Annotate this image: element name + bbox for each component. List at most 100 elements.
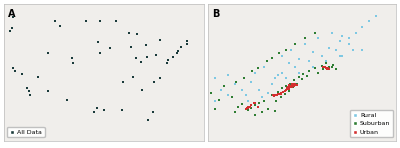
Point — [265, 108, 272, 110]
Point — [225, 94, 231, 96]
Point — [218, 88, 225, 91]
Point — [256, 102, 262, 104]
Point — [276, 93, 282, 95]
Point — [359, 49, 366, 51]
Point — [44, 90, 51, 92]
Point — [336, 54, 343, 57]
Point — [291, 85, 298, 87]
Point — [325, 67, 331, 70]
Point — [128, 46, 134, 48]
Point — [150, 111, 156, 113]
Point — [279, 71, 285, 74]
Point — [312, 67, 319, 69]
Point — [265, 92, 272, 94]
Text: B: B — [212, 9, 219, 18]
Point — [174, 50, 181, 52]
Point — [261, 66, 268, 68]
Point — [279, 87, 285, 90]
Point — [10, 16, 16, 18]
Point — [320, 66, 327, 69]
Point — [287, 83, 293, 85]
Point — [96, 20, 103, 22]
Point — [126, 32, 133, 34]
Point — [57, 25, 63, 28]
Point — [294, 83, 300, 85]
Legend: All Data: All Data — [7, 127, 44, 137]
Point — [346, 37, 352, 40]
Point — [306, 60, 312, 62]
Point — [274, 94, 280, 96]
Point — [153, 54, 159, 56]
Point — [269, 57, 276, 59]
Point — [27, 94, 34, 96]
Point — [324, 67, 330, 70]
Point — [132, 57, 139, 59]
Point — [310, 66, 316, 68]
Point — [120, 81, 126, 84]
Point — [271, 95, 277, 97]
Point — [258, 111, 265, 113]
Point — [233, 80, 240, 83]
Point — [328, 66, 335, 68]
Point — [290, 85, 296, 88]
Point — [229, 96, 235, 99]
Point — [359, 26, 366, 28]
Legend: Rural, Suburban, Urban: Rural, Suburban, Urban — [350, 110, 393, 137]
Point — [269, 83, 276, 85]
Point — [332, 68, 339, 70]
Point — [326, 68, 332, 70]
Point — [212, 108, 218, 110]
Point — [323, 67, 329, 69]
Point — [101, 109, 108, 111]
Point — [352, 32, 359, 34]
Point — [296, 71, 302, 74]
Point — [310, 51, 316, 53]
Point — [283, 85, 289, 87]
Point — [291, 84, 297, 86]
Point — [232, 111, 238, 113]
Point — [245, 109, 252, 111]
Point — [242, 108, 249, 110]
Point — [306, 70, 312, 73]
Point — [18, 73, 25, 75]
Point — [283, 49, 289, 51]
Point — [312, 32, 319, 34]
Point — [254, 67, 261, 69]
Point — [283, 87, 290, 89]
Point — [261, 100, 268, 102]
Point — [232, 83, 238, 85]
Point — [70, 62, 76, 64]
Point — [275, 91, 281, 93]
Point — [285, 84, 292, 86]
Point — [319, 65, 325, 67]
Point — [315, 37, 321, 40]
Point — [134, 33, 140, 36]
Point — [244, 107, 250, 110]
Point — [320, 68, 327, 70]
Point — [285, 90, 292, 92]
Point — [249, 70, 256, 73]
Point — [256, 88, 262, 91]
Point — [221, 85, 227, 87]
Point — [248, 107, 254, 109]
Point — [272, 110, 278, 112]
Point — [292, 83, 298, 86]
Point — [165, 59, 171, 62]
Point — [275, 93, 281, 95]
Point — [286, 87, 292, 89]
Point — [286, 87, 292, 89]
Point — [245, 107, 252, 109]
Point — [69, 57, 75, 59]
Point — [285, 87, 292, 90]
Point — [302, 37, 308, 40]
Point — [323, 62, 329, 65]
Point — [157, 77, 164, 79]
Point — [296, 58, 302, 60]
Point — [83, 20, 89, 22]
Point — [366, 20, 372, 23]
Text: A: A — [8, 9, 16, 18]
Point — [264, 60, 270, 62]
Point — [283, 89, 289, 91]
Point — [107, 47, 114, 50]
Point — [119, 108, 126, 111]
